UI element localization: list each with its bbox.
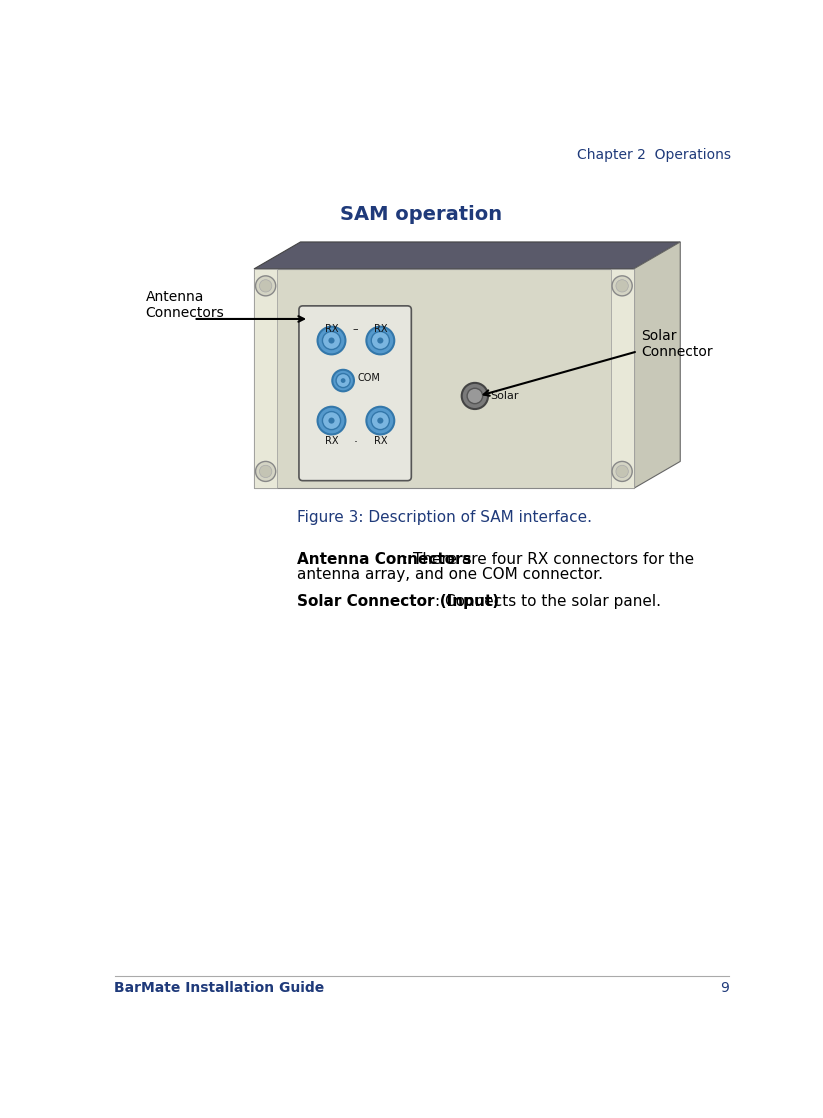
Circle shape — [323, 332, 341, 350]
Text: Antenna Connectors: Antenna Connectors — [296, 551, 472, 567]
Circle shape — [332, 370, 354, 391]
Circle shape — [328, 417, 335, 424]
Text: : Connects to the solar panel.: : Connects to the solar panel. — [435, 594, 661, 609]
Polygon shape — [611, 269, 634, 489]
Text: Chapter 2  Operations: Chapter 2 Operations — [577, 148, 731, 162]
Circle shape — [371, 332, 389, 350]
Circle shape — [612, 276, 632, 296]
Circle shape — [318, 407, 346, 435]
Text: 9: 9 — [720, 982, 729, 995]
Circle shape — [371, 411, 389, 429]
Text: RX: RX — [374, 324, 387, 334]
Text: Figure 3: Description of SAM interface.: Figure 3: Description of SAM interface. — [296, 510, 592, 525]
Text: BarMate Installation Guide: BarMate Installation Guide — [114, 982, 325, 995]
Polygon shape — [634, 241, 681, 489]
Circle shape — [616, 280, 628, 292]
Text: : There are four RX connectors for the: : There are four RX connectors for the — [402, 551, 694, 567]
Text: ·: · — [354, 436, 357, 449]
Circle shape — [462, 382, 488, 409]
Circle shape — [259, 465, 272, 477]
Circle shape — [377, 417, 384, 424]
Circle shape — [366, 326, 394, 354]
Polygon shape — [254, 269, 277, 489]
Circle shape — [616, 465, 628, 477]
Circle shape — [318, 326, 346, 354]
Text: Solar Connector (Input): Solar Connector (Input) — [296, 594, 499, 609]
Circle shape — [366, 407, 394, 435]
Circle shape — [259, 280, 272, 292]
FancyBboxPatch shape — [299, 306, 412, 481]
Text: COM: COM — [357, 373, 380, 383]
Polygon shape — [254, 241, 681, 269]
Circle shape — [377, 338, 384, 343]
Circle shape — [467, 388, 482, 404]
Circle shape — [341, 378, 346, 383]
Text: RX: RX — [374, 436, 387, 446]
Text: Antenna
Connectors: Antenna Connectors — [146, 290, 224, 320]
Text: RX: RX — [325, 436, 338, 446]
Text: Solar
Connector: Solar Connector — [641, 329, 713, 359]
Circle shape — [328, 338, 335, 343]
Circle shape — [323, 411, 341, 429]
Text: SAM operation: SAM operation — [341, 205, 503, 224]
Circle shape — [256, 462, 276, 482]
Text: Solar: Solar — [491, 391, 518, 401]
Text: RX: RX — [325, 324, 338, 334]
Circle shape — [336, 373, 350, 388]
Circle shape — [256, 276, 276, 296]
Text: –: – — [353, 324, 358, 334]
Polygon shape — [254, 269, 634, 489]
Circle shape — [612, 462, 632, 482]
Text: antenna array, and one COM connector.: antenna array, and one COM connector. — [296, 567, 602, 581]
